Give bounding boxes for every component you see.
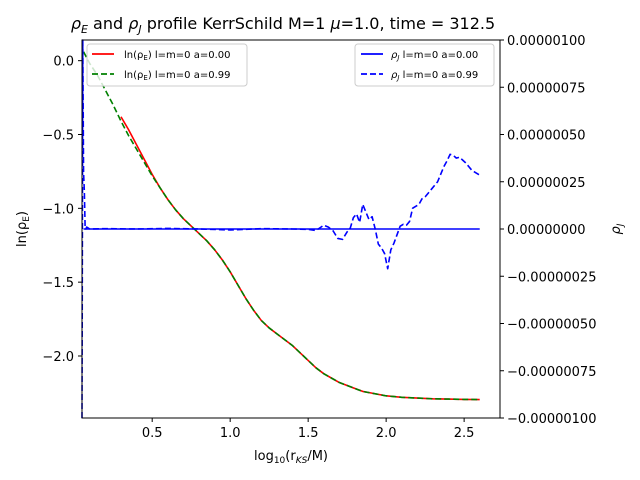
y-left-tick-label-2: −1.0 xyxy=(42,202,74,217)
y-right-axis-label: ρJ xyxy=(609,223,626,234)
y-left-tick-label-3: −1.5 xyxy=(42,276,74,291)
y-right-tick-label-7: −0.00000075 xyxy=(507,365,596,380)
x-axis-ticks: 0.5 1.0 1.5 2.0 2.5 xyxy=(142,418,475,441)
series-line-1 xyxy=(82,51,480,401)
y-left-axis-label: ln(ρE) xyxy=(15,211,32,247)
y-right-tick-label-1: 0.00000075 xyxy=(507,81,586,96)
y-right-tick-label-2: 0.00000050 xyxy=(507,129,586,144)
x-tick-label-4: 2.5 xyxy=(454,426,475,441)
y-right-tick-label-0: 0.00000100 xyxy=(507,34,586,49)
legend-left-label-1: ln(ρE) l=m=0 a=0.99 xyxy=(124,70,230,82)
x-tick-label-3: 2.0 xyxy=(376,426,397,441)
chart-title: ρE and ρJ profile KerrSchild M=1 μ=1.0, … xyxy=(71,14,495,36)
legend-left-label-0: ln(ρE) l=m=0 a=0.00 xyxy=(124,50,230,62)
x-tick-label-2: 1.5 xyxy=(298,426,319,441)
legend-right-label-0: ρJ l=m=0 a=0.00 xyxy=(391,50,478,62)
y-left-axis-ticks: 0.0 −0.5 −1.0 −1.5 −2.0 xyxy=(42,55,82,365)
series-layer xyxy=(81,39,481,419)
y-right-tick-label-6: −0.00000050 xyxy=(507,318,596,333)
y-left-tick-label-1: −0.5 xyxy=(42,129,74,144)
legend-right: ρJ l=m=0 a=0.00 ρJ l=m=0 a=0.99 xyxy=(354,43,495,87)
legend-right-label-1: ρJ l=m=0 a=0.99 xyxy=(391,70,478,82)
x-tick-label-0: 0.5 xyxy=(142,426,163,441)
x-tick-label-1: 1.0 xyxy=(220,426,241,441)
legend-right-box xyxy=(354,43,495,87)
y-right-axis-ticks: 0.00000100 0.00000075 0.00000050 0.00000025… xyxy=(500,34,596,427)
series-line-3 xyxy=(81,39,481,419)
y-right-tick-label-4: 0.00000000 xyxy=(507,223,586,238)
x-axis-label: log10(rKS/M) xyxy=(254,449,328,466)
y-right-tick-label-5: −0.00000025 xyxy=(507,270,596,285)
y-left-tick-label-0: 0.0 xyxy=(53,55,74,70)
legend-left-box xyxy=(86,43,248,87)
y-right-tick-label-8: −0.00000100 xyxy=(507,412,596,427)
legend-left: ln(ρE) l=m=0 a=0.00 ln(ρE) l=m=0 a=0.99 xyxy=(86,43,248,87)
y-left-tick-label-4: −2.0 xyxy=(42,350,74,365)
y-right-tick-label-3: 0.00000025 xyxy=(507,176,586,191)
